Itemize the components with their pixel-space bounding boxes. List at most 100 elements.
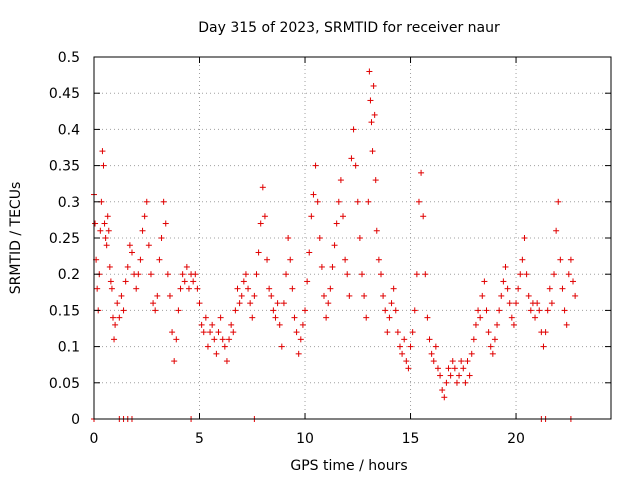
data-point — [141, 213, 148, 220]
x-tick-label: 10 — [296, 431, 314, 447]
data-point — [434, 365, 441, 372]
data-point — [158, 235, 165, 241]
data-point — [447, 372, 454, 379]
data-point — [333, 220, 340, 227]
data-point — [485, 329, 492, 336]
data-point — [496, 307, 503, 314]
data-point — [245, 285, 252, 292]
data-point — [166, 292, 173, 299]
x-tick-label: 5 — [195, 431, 204, 447]
y-tick-label: 0.45 — [49, 86, 80, 102]
data-point — [247, 300, 254, 307]
data-point — [534, 300, 541, 307]
data-point — [361, 292, 368, 299]
data-point — [523, 271, 530, 278]
data-point — [106, 263, 113, 270]
data-point — [291, 314, 298, 321]
data-point — [278, 343, 285, 350]
data-point — [196, 300, 203, 307]
data-point — [289, 285, 296, 292]
data-point — [145, 242, 152, 249]
data-point — [458, 358, 465, 365]
data-point — [502, 263, 509, 270]
data-point — [242, 271, 249, 278]
data-point — [422, 271, 429, 278]
data-point — [122, 278, 129, 285]
data-point — [316, 235, 323, 241]
data-point — [137, 256, 144, 263]
data-point — [175, 307, 182, 314]
data-point — [468, 350, 475, 357]
data-point — [204, 343, 211, 350]
data-point — [280, 300, 287, 307]
y-tick-label: 0.05 — [49, 376, 80, 392]
data-point — [415, 198, 422, 205]
data-point — [346, 292, 353, 299]
data-point — [207, 329, 214, 336]
data-point — [150, 300, 157, 307]
data-point — [179, 271, 186, 278]
data-point — [382, 307, 389, 314]
data-point — [354, 198, 361, 205]
data-point — [270, 307, 277, 314]
data-point — [102, 235, 109, 241]
data-point — [118, 292, 125, 299]
data-point — [498, 292, 505, 299]
data-point — [143, 198, 150, 205]
data-point — [372, 177, 379, 184]
y-axis-label: SRMTID / TECUs — [8, 182, 24, 295]
data-point — [407, 343, 414, 350]
data-point — [133, 285, 140, 292]
data-point — [401, 336, 408, 343]
data-point — [561, 307, 568, 314]
data-point — [314, 198, 321, 205]
data-point — [156, 256, 163, 263]
data-point — [483, 307, 490, 314]
data-point — [409, 329, 416, 336]
data-point — [481, 278, 488, 285]
data-point — [100, 162, 107, 169]
data-point — [297, 336, 304, 343]
data-point — [103, 242, 110, 249]
data-point — [563, 321, 570, 328]
data-point — [221, 343, 228, 350]
data-point — [517, 271, 524, 278]
data-point — [230, 329, 237, 336]
data-point — [177, 285, 184, 292]
data-point — [394, 329, 401, 336]
data-point — [551, 271, 558, 278]
data-point — [420, 213, 427, 220]
data-point — [451, 365, 458, 372]
data-point — [525, 292, 532, 299]
chart-title: Day 315 of 2023, SRMTID for receiver nau… — [198, 20, 500, 36]
data-point — [358, 271, 365, 278]
data-point — [344, 271, 351, 278]
data-point — [329, 263, 336, 270]
data-point — [215, 329, 222, 336]
data-point — [264, 256, 271, 263]
data-point — [228, 321, 235, 328]
data-point — [553, 227, 560, 234]
data-point — [253, 271, 260, 278]
x-tick-label: 20 — [507, 431, 525, 447]
data-point — [160, 198, 167, 205]
data-point — [109, 314, 116, 321]
data-point — [546, 285, 553, 292]
data-point — [321, 292, 328, 299]
data-point — [181, 278, 188, 285]
data-point — [114, 300, 121, 307]
data-point — [306, 249, 313, 256]
data-point — [164, 271, 171, 278]
data-point — [302, 307, 309, 314]
data-point — [350, 126, 357, 133]
data-point — [234, 285, 241, 292]
data-point — [352, 162, 359, 169]
data-point — [251, 292, 258, 299]
data-point — [213, 350, 220, 357]
data-point — [411, 307, 418, 314]
data-point — [202, 314, 209, 321]
data-point — [428, 350, 435, 357]
data-point — [162, 220, 169, 227]
data-point — [521, 235, 528, 241]
data-point — [475, 307, 482, 314]
